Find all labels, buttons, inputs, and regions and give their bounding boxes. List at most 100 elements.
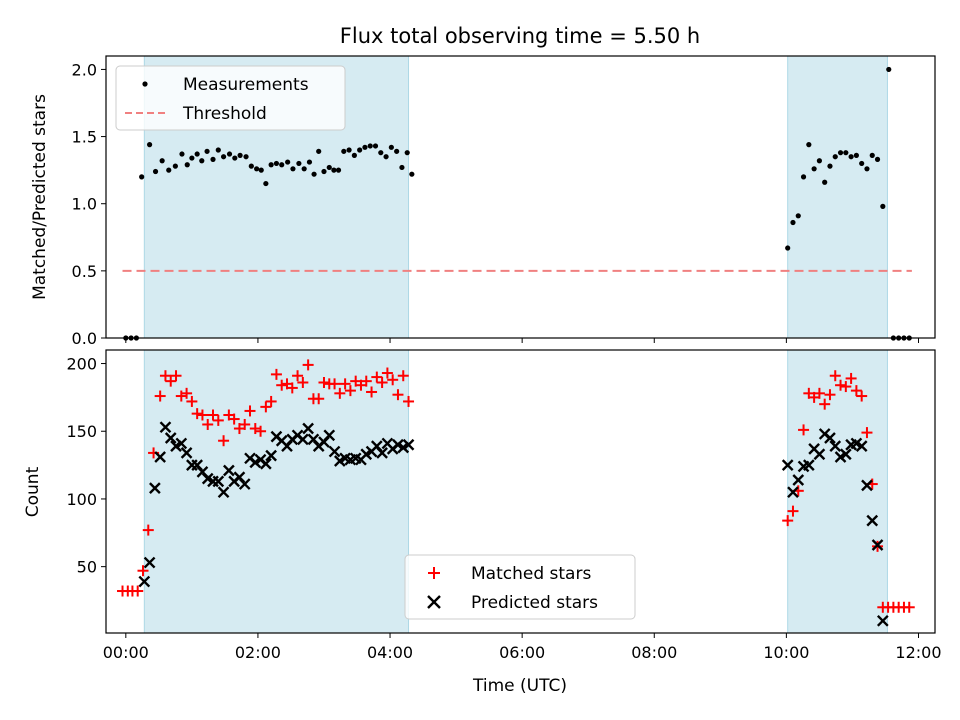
matched-stars-point	[397, 370, 409, 382]
measurements-point	[869, 152, 875, 158]
predicted-stars-point	[260, 457, 272, 470]
predicted-stars-point	[296, 433, 309, 446]
measurements-point	[152, 168, 159, 175]
measurements-point	[166, 167, 172, 173]
matched-stars-point	[403, 395, 415, 407]
figure-title: Flux total observing time = 5.50 h	[340, 24, 700, 48]
measurements-point	[367, 143, 373, 149]
measurements-point	[388, 144, 394, 150]
predicted-stars-point	[154, 451, 167, 463]
predicted-stars-point	[175, 437, 188, 450]
predicted-stars-point-b	[376, 447, 388, 459]
measurements-point	[859, 160, 865, 167]
predicted-stars-point-b	[787, 486, 799, 499]
measurements-point	[321, 168, 327, 175]
measurements-point	[346, 147, 352, 153]
predicted-stars-point-b	[138, 575, 151, 588]
matched-stars-point	[313, 393, 325, 405]
measurements-point	[351, 152, 357, 158]
predicted-stars-point-b	[154, 451, 167, 463]
matched-stars-point	[297, 376, 309, 388]
measurements-point	[394, 148, 400, 154]
predicted-stars-point	[143, 556, 156, 569]
bot-ytick-label: 50	[77, 558, 97, 577]
measurements-point	[194, 151, 200, 157]
xtick-label: 10:00	[763, 643, 809, 662]
predicted-stars-point-b	[866, 514, 879, 527]
predicted-stars-point	[302, 422, 314, 435]
predicted-stars-point-b	[275, 434, 288, 447]
measurements-point	[301, 166, 307, 172]
measurements-point	[285, 159, 291, 165]
predicted-stars-point	[149, 482, 161, 494]
matched-stars-point	[292, 370, 304, 382]
measurements-point	[243, 154, 249, 160]
measurements-point	[237, 152, 243, 158]
bot-ytick-label: 150	[66, 422, 97, 441]
predicted-stars-point	[813, 448, 826, 461]
measurements-point	[199, 158, 205, 164]
measurements-point	[268, 162, 274, 168]
predicted-stars-point-b	[196, 466, 209, 478]
top-ytick-label: 0.5	[72, 262, 97, 281]
matched-stars-point	[276, 379, 288, 391]
matched-stars-point	[270, 368, 282, 380]
bottom-y-ticks: 50 100 150 200	[66, 355, 106, 577]
measurements-point	[800, 174, 807, 180]
measurements-point	[306, 159, 313, 165]
predicted-stars-point-b	[839, 448, 852, 461]
matched-stars-point	[260, 401, 272, 413]
predicted-stars-point-b	[824, 432, 836, 444]
measurements-point	[273, 160, 280, 167]
measurements-point	[822, 179, 828, 185]
measurements-point	[316, 148, 322, 154]
top-x-ticks	[125, 338, 919, 343]
matched-stars-point	[181, 387, 193, 399]
matched-stars-point	[196, 409, 208, 421]
predicted-stars-point-b	[392, 438, 404, 451]
bot-ytick-label: 200	[66, 355, 97, 374]
measurements-point	[204, 148, 210, 154]
matched-stars-point	[819, 398, 831, 410]
bottom-shaded-regions	[143, 349, 888, 634]
measurements-point	[853, 152, 859, 158]
xtick-label: 06:00	[499, 643, 545, 662]
matched-stars-point	[845, 372, 857, 384]
matched-stars-point	[132, 585, 144, 597]
measurements-point	[816, 158, 823, 164]
xtick-label: 00:00	[103, 643, 149, 662]
predicted-stars-point-b	[201, 472, 214, 485]
matched-stars-point	[376, 376, 388, 388]
predicted-stars-point	[855, 440, 868, 452]
legend-matched-marker	[428, 567, 440, 579]
measurements-point	[357, 147, 363, 153]
predicted-stars-point-b	[328, 445, 341, 458]
predicted-stars-point	[217, 486, 230, 499]
predicted-stars-point-b	[829, 440, 842, 452]
top-legend-box	[115, 65, 346, 131]
measurements-point	[785, 245, 791, 251]
predicted-stars-point	[781, 459, 794, 471]
predicted-stars-point-b	[370, 440, 383, 452]
measurements-point	[331, 167, 337, 173]
xtick-label: 12:00	[895, 643, 941, 662]
matched-stars-point	[265, 395, 277, 407]
predicted-stars-point-b	[323, 429, 336, 442]
predicted-stars-point-b	[861, 479, 873, 492]
predicted-stars-point-b	[876, 614, 889, 627]
bottom-count-points	[117, 359, 915, 627]
top-ytick-label: 1.0	[72, 195, 97, 214]
predicted-stars-point	[376, 447, 388, 459]
matched-stars-point	[154, 390, 166, 402]
top-ytick-label: 2.0	[72, 60, 97, 79]
matched-stars-point	[798, 424, 810, 436]
bottom-legend: Matched stars Predicted stars	[404, 554, 636, 620]
measurements-point	[843, 150, 849, 156]
matched-stars-point	[392, 389, 404, 401]
matched-stars-point	[381, 367, 393, 379]
predicted-stars-point	[402, 438, 415, 451]
x-axis-label: Time (UTC)	[472, 676, 567, 696]
xtick-label: 02:00	[235, 643, 281, 662]
predicted-stars-point	[223, 464, 235, 477]
matched-stars-point	[829, 370, 841, 382]
